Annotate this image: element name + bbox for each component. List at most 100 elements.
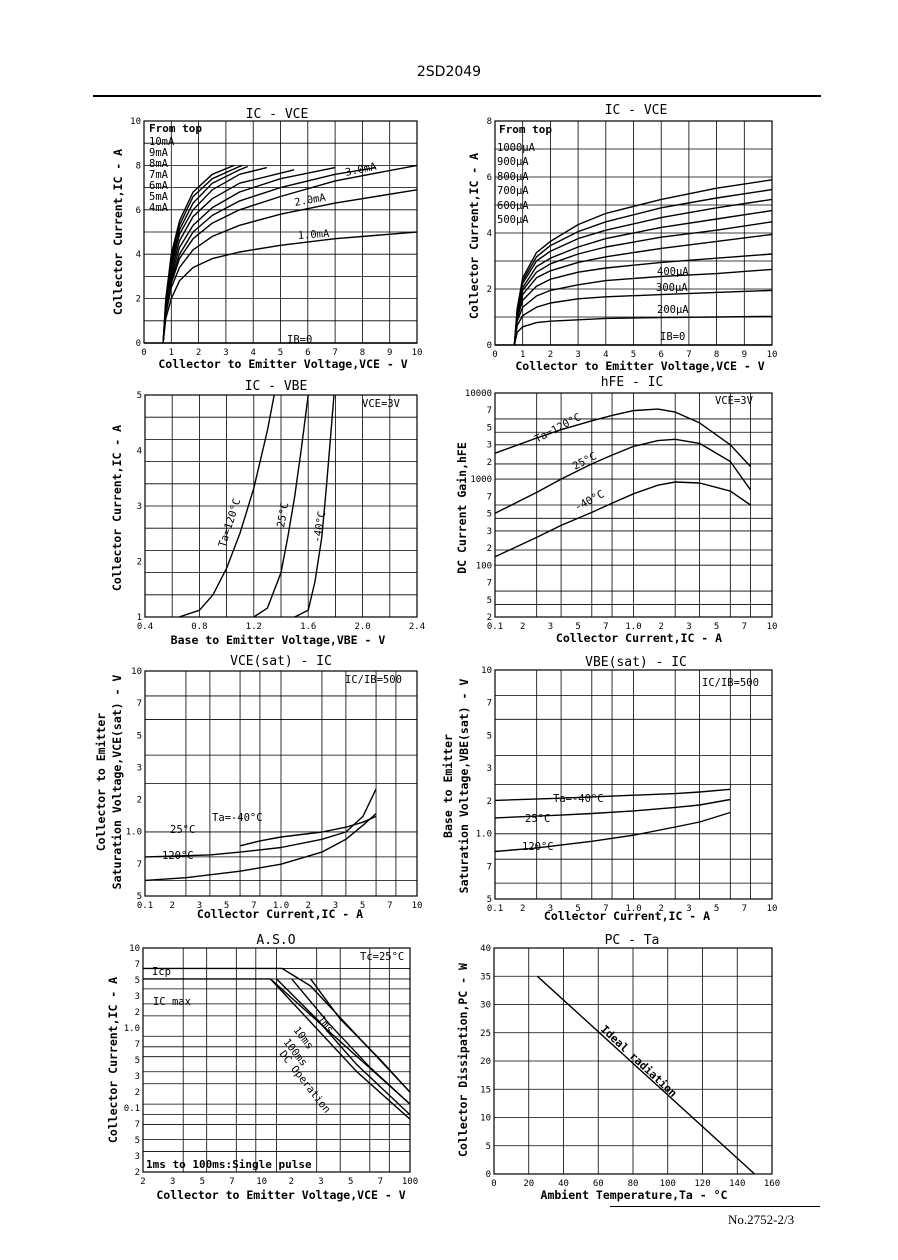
x-tick-label: 9 bbox=[387, 348, 392, 358]
single-pulse-note: 1ms to 100ms:Single pulse bbox=[146, 1158, 312, 1171]
x-tick-label: 5 bbox=[714, 904, 719, 914]
y-axis-label-line2: Saturation Voltage,VCE(sat) - V bbox=[110, 675, 124, 890]
y-tick-label: 1.0 bbox=[126, 828, 142, 838]
legend-item: 900μA bbox=[497, 156, 529, 168]
y-tick-label: 3 bbox=[487, 441, 492, 451]
legend-item: 6mA bbox=[149, 180, 169, 192]
x-tick-label: 8 bbox=[714, 350, 719, 360]
tick-labels: 2 3 5 7 10 2 3 5 7 100 10 7 5 3 2 1.0 7 5 3 2 0.1 7 5 3 2 bbox=[124, 944, 418, 1187]
chart-title: hFE - IC bbox=[601, 375, 664, 390]
y-tick-label: 25 bbox=[480, 1029, 491, 1039]
x-axis-label: Ambient Temperature,Ta - °C bbox=[541, 1188, 728, 1202]
annotation-1ma: 1.0mA bbox=[297, 228, 330, 242]
legend-title: From top bbox=[149, 122, 202, 135]
x-tick-label: 10 bbox=[767, 350, 778, 360]
y-tick-label: 100 bbox=[476, 561, 492, 571]
x-tick-label: 4 bbox=[603, 350, 608, 360]
x-tick-label: 1.2 bbox=[246, 622, 262, 632]
condition-label: IC/IB=500 bbox=[345, 674, 402, 686]
chart-title: PC - Ta bbox=[605, 933, 660, 948]
x-tick-label: 7 bbox=[603, 622, 608, 632]
x-tick-label: 5 bbox=[631, 350, 636, 360]
y-tick-label: 7 bbox=[135, 1040, 140, 1050]
series-lines bbox=[494, 788, 731, 853]
y-axis-label: DC Current Gain,hFE bbox=[455, 442, 469, 574]
x-tick-label: 20 bbox=[523, 1179, 534, 1189]
legend-item: 1000μA bbox=[497, 142, 536, 154]
x-tick-label: 0 bbox=[141, 348, 146, 358]
series-line bbox=[513, 315, 773, 346]
series-line bbox=[253, 394, 309, 618]
series-lines bbox=[143, 967, 411, 1120]
annotation-120c: Ta=120°C bbox=[216, 497, 243, 549]
part-number-header: 2SD2049 bbox=[416, 64, 482, 80]
chart-title: IC - VBE bbox=[245, 379, 308, 394]
chart-title: A.S.O bbox=[256, 933, 295, 948]
y-tick-label: 2 bbox=[487, 458, 492, 468]
y-tick-label: 5 bbox=[487, 731, 492, 741]
y-tick-label: 2 bbox=[487, 285, 492, 295]
x-tick-label: 4 bbox=[250, 348, 255, 358]
annotation-icmax: IC max bbox=[153, 996, 191, 1008]
x-tick-label: 160 bbox=[764, 1179, 780, 1189]
x-tick-label: 6 bbox=[305, 348, 310, 358]
annotation-ib0: IB=0 bbox=[287, 334, 312, 346]
annotation-ib0: IB=0 bbox=[660, 331, 685, 343]
tick-labels: 0 1 2 3 4 5 6 7 8 9 10 0 2 4 6 8 10 bbox=[130, 117, 422, 358]
grid bbox=[494, 120, 773, 346]
legend-item: 9mA bbox=[149, 147, 169, 159]
series-lines bbox=[144, 164, 418, 344]
y-tick-label: 35 bbox=[480, 972, 491, 982]
x-axis-label: Collector Current,IC - A bbox=[544, 909, 710, 923]
y-axis-label: Collector Dissipation,PC - W bbox=[456, 963, 470, 1157]
y-axis-label-line1: Collector to Emitter bbox=[94, 713, 108, 852]
x-tick-label: 2 bbox=[658, 904, 663, 914]
y-tick-label: 3 bbox=[135, 1152, 140, 1162]
x-tick-label: 10 bbox=[412, 348, 423, 358]
y-tick-label: 20 bbox=[480, 1057, 491, 1067]
annotation-120c: Ta=120°C bbox=[533, 411, 583, 445]
annotation-minus40c: -40°C bbox=[311, 510, 328, 543]
tick-labels: 0.1 2 3 5 7 1.0 2 3 5 7 10 10 7 5 3 2 1.0 7 5 bbox=[476, 666, 778, 914]
annotation-120c: 120°C bbox=[162, 850, 194, 862]
y-tick-label: 4 bbox=[136, 250, 141, 260]
x-tick-label: 5 bbox=[360, 901, 365, 911]
grid bbox=[494, 669, 773, 900]
grid bbox=[494, 392, 773, 618]
y-tick-label: 5 bbox=[135, 1056, 140, 1066]
x-tick-label: 120 bbox=[694, 1179, 710, 1189]
condition-label: VCE=3V bbox=[715, 395, 754, 407]
chart-ic-vbe: IC - VBE Base to Emitter Voltage,VBE - V… bbox=[110, 379, 425, 647]
y-tick-label: 2 bbox=[487, 797, 492, 807]
y-tick-label: 2 bbox=[135, 1008, 140, 1018]
annotation-minus40c: Ta=-40°C bbox=[553, 793, 604, 805]
y-tick-label: 2 bbox=[137, 558, 142, 568]
x-tick-label: 5 bbox=[200, 1177, 205, 1187]
annotation-icp: Icp bbox=[152, 966, 171, 978]
legend-item: 7mA bbox=[149, 169, 169, 181]
x-tick-label: 7 bbox=[229, 1177, 234, 1187]
series-line bbox=[513, 268, 773, 346]
y-axis-label: Collector Current,IC - A bbox=[110, 425, 124, 591]
chart-ic-vce-ua: IC - VCE Collector to Emitter Voltage,VC… bbox=[467, 103, 777, 373]
series-line bbox=[494, 481, 751, 558]
chart-title: VCE(sat) - IC bbox=[230, 654, 332, 669]
x-tick-label: 80 bbox=[628, 1179, 639, 1189]
x-tick-label: 140 bbox=[729, 1179, 745, 1189]
x-tick-label: 3 bbox=[548, 904, 553, 914]
y-tick-label: 10000 bbox=[465, 389, 492, 399]
y-tick-label: 8 bbox=[487, 117, 492, 127]
annotation-minus40c: -40°C bbox=[573, 488, 607, 513]
legend-item: 500μA bbox=[497, 214, 529, 226]
x-tick-label: 2 bbox=[140, 1177, 145, 1187]
series-line bbox=[494, 438, 752, 514]
y-tick-label: 5 bbox=[487, 596, 492, 606]
chart-ic-vce-ma: IC - VCE Collector to Emitter Voltage,VC… bbox=[111, 107, 422, 371]
x-tick-label: 10 bbox=[412, 901, 423, 911]
legend-item: 600μA bbox=[497, 200, 529, 212]
y-tick-label: 6 bbox=[136, 206, 141, 216]
series-line bbox=[494, 788, 731, 802]
y-tick-label: 7 bbox=[135, 1120, 140, 1130]
x-tick-label: 0.4 bbox=[137, 622, 153, 632]
